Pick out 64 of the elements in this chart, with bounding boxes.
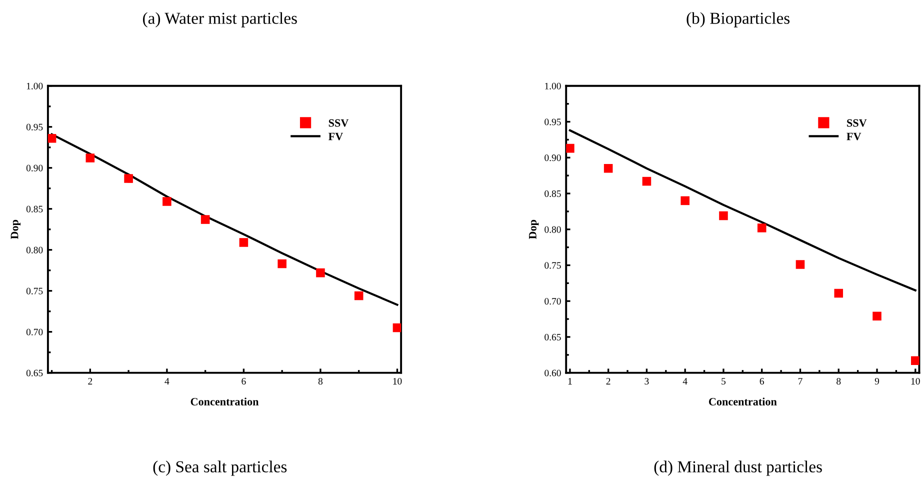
point — [872, 312, 882, 321]
x-axis-title: Concentration — [190, 398, 259, 406]
y-tick-label: 1.00 — [545, 82, 561, 90]
x-tick-label: 8 — [836, 378, 841, 385]
point — [392, 323, 402, 332]
point — [911, 356, 920, 366]
y-axis-title: Dop — [529, 220, 539, 240]
y-tick-label: 0.90 — [544, 154, 561, 162]
chart-title: (a) Water mist particles — [143, 12, 297, 28]
x-tick-label: 4 — [682, 378, 688, 384]
y-tick-label: 0.70 — [544, 298, 561, 305]
y-tick-label: 0.80 — [544, 226, 561, 233]
point — [124, 174, 133, 183]
y-axis-title: Dop — [10, 220, 21, 240]
y-tick-label: 0.95 — [544, 118, 561, 126]
x-tick-label: 3 — [644, 378, 649, 385]
legend-label: SSV — [847, 119, 867, 127]
x-tick-label: 1 — [568, 378, 572, 384]
point — [719, 211, 728, 220]
y-tick-label: 0.85 — [544, 190, 561, 198]
y-tick-label: 0.75 — [26, 288, 43, 294]
point — [239, 238, 248, 247]
text: (d) Mineral dust particles — [654, 460, 822, 476]
x-tick-label: 6 — [760, 378, 764, 385]
y-tick-label: 0.60 — [544, 370, 561, 376]
point — [834, 288, 844, 298]
point — [680, 196, 690, 206]
x-tick-label: 6 — [242, 378, 246, 385]
point — [566, 144, 574, 153]
y-tick-label: 0.95 — [26, 124, 43, 130]
y-tick-label: 0.80 — [26, 246, 43, 254]
point — [604, 164, 613, 173]
point — [162, 197, 172, 206]
chart-title: (b) Bioparticles — [686, 12, 790, 28]
point — [642, 176, 652, 186]
y-tick-label: 0.65 — [26, 370, 43, 376]
x-tick-label: 2 — [88, 378, 92, 384]
x-axis-title: Concentration — [708, 398, 777, 406]
point — [757, 224, 766, 232]
x-tick-label: 7 — [798, 378, 802, 384]
x-tick-label: 8 — [318, 378, 323, 385]
y-tick-label: 0.85 — [26, 206, 43, 212]
point — [354, 291, 364, 300]
y-tick-label: 1.00 — [26, 82, 43, 90]
x-tick-label: 10 — [911, 378, 920, 385]
y-tick-label: 0.90 — [26, 164, 43, 172]
x-tick-label: 5 — [722, 378, 726, 385]
text: (c) Sea salt particles — [153, 460, 287, 476]
point — [48, 134, 56, 143]
x-tick-label: 10 — [393, 378, 402, 385]
point — [200, 215, 210, 224]
point — [278, 259, 286, 268]
legend-label: SSV — [328, 119, 349, 127]
x-tick-label: 9 — [874, 378, 880, 385]
legend-label: FV — [328, 132, 343, 140]
point — [86, 154, 95, 162]
point — [316, 268, 325, 278]
y-tick-label: 0.75 — [544, 262, 561, 269]
x-tick-label: 4 — [164, 378, 170, 384]
point — [796, 260, 805, 269]
x-tick-label: 2 — [606, 378, 610, 384]
y-tick-label: 0.70 — [26, 328, 43, 336]
legend-label: FV — [846, 132, 862, 140]
y-tick-label: 0.65 — [544, 334, 561, 340]
